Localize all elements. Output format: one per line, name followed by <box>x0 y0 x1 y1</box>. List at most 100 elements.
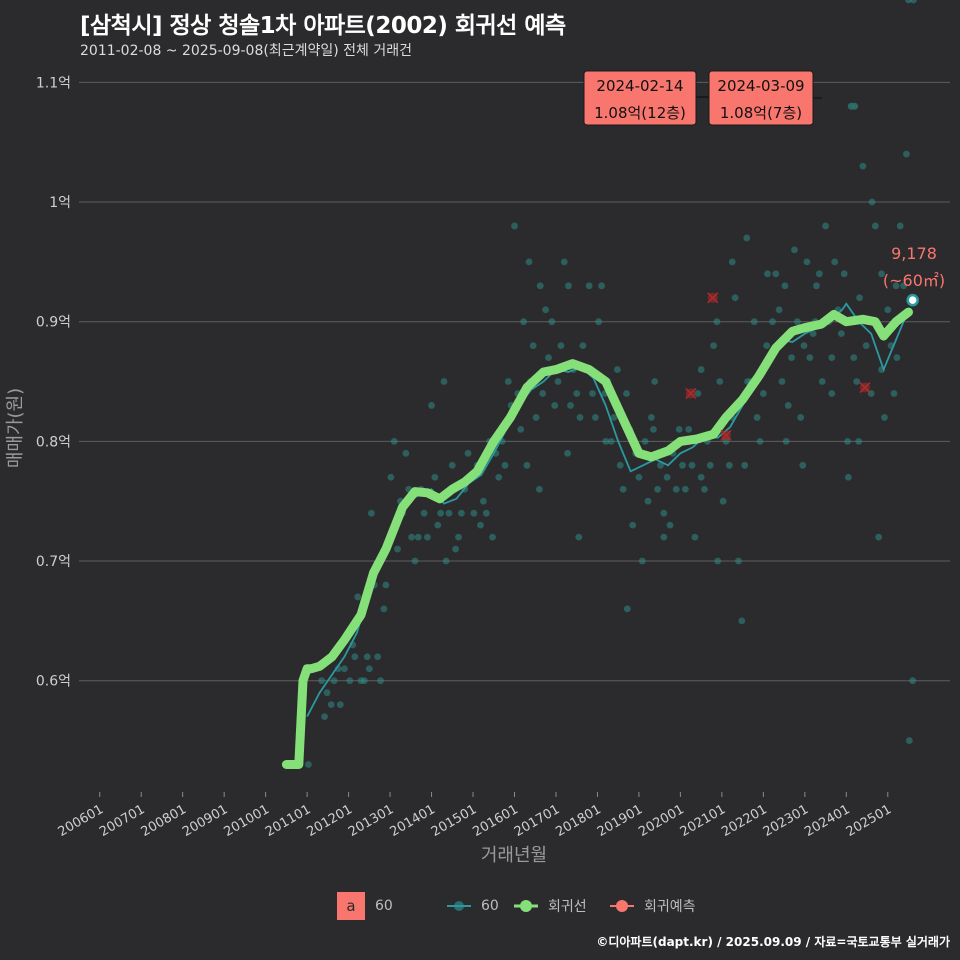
annotation-value: 1.08억(12층) <box>594 104 686 122</box>
transaction-point <box>613 366 621 373</box>
transaction-point <box>862 342 870 350</box>
x-tick-label: 202101 <box>678 802 728 840</box>
transaction-point <box>529 342 537 350</box>
transaction-point <box>716 378 724 385</box>
transaction-point <box>535 485 543 493</box>
transaction-point <box>831 258 839 266</box>
y-axis-label: 매매가(원) <box>5 388 26 468</box>
transaction-point <box>800 342 808 350</box>
x-tick-label: 201001 <box>222 802 272 840</box>
transaction-point <box>442 557 450 565</box>
transaction-point <box>607 437 615 445</box>
transaction-point <box>660 509 668 517</box>
transaction-point <box>738 617 746 625</box>
annotation-value: 1.08억(7층) <box>720 104 802 122</box>
transaction-point <box>753 414 761 421</box>
prediction-cross <box>685 387 697 400</box>
transaction-point <box>728 258 736 266</box>
transaction-point <box>782 437 790 445</box>
transaction-point <box>855 437 863 445</box>
transaction-point <box>542 306 550 314</box>
transaction-point <box>884 306 892 314</box>
highlight-points <box>847 102 859 110</box>
x-tick-label: 201201 <box>305 802 355 840</box>
transaction-point <box>554 378 562 385</box>
transaction-point <box>654 485 661 493</box>
transaction-point <box>517 425 525 433</box>
annotation-labels: 2024-02-14 1.08억(12층) 2024-03-09 1.08억(7층) <box>583 70 822 126</box>
transaction-point <box>377 677 384 685</box>
transaction-point <box>477 521 484 529</box>
transaction-point <box>840 270 848 278</box>
transaction-point <box>799 461 807 469</box>
transaction-point <box>741 461 749 469</box>
transaction-point <box>803 258 811 266</box>
transaction-point <box>735 557 742 565</box>
transaction-point <box>424 533 431 541</box>
transaction-point <box>644 497 652 505</box>
latest-area-label: (~60㎡) <box>883 271 945 290</box>
transaction-point <box>470 509 478 517</box>
x-tick-label: 200901 <box>180 802 230 840</box>
x-tick-label: 202301 <box>761 802 811 840</box>
transaction-point <box>323 689 331 697</box>
transaction-point <box>909 677 917 685</box>
transaction-point <box>910 0 917 4</box>
legend-box: a <box>337 892 365 920</box>
transaction-point <box>750 318 758 326</box>
transaction-point <box>431 473 439 481</box>
transaction-point <box>402 449 410 457</box>
transaction-point <box>890 390 898 397</box>
chart-subtitle: 2011-02-08 ~ 2025-09-08(최근계약일) 전체 거래건 <box>80 43 412 59</box>
transaction-point <box>629 521 637 529</box>
legend-swatch-regression-icon <box>514 900 538 912</box>
x-tick-label: 201301 <box>346 802 396 840</box>
transaction-point <box>455 533 462 541</box>
annotation-box <box>708 70 814 126</box>
legend-swatch-prediction-icon <box>610 900 634 912</box>
annotation-date: 2024-03-09 <box>717 77 804 95</box>
transaction-point <box>853 378 861 385</box>
transaction-point <box>380 605 388 613</box>
legend-box-label: 60 <box>375 898 393 914</box>
transaction-point <box>360 677 368 685</box>
transaction-point <box>602 437 610 445</box>
annotation-date: 2024-02-14 <box>596 77 683 95</box>
transaction-point <box>731 294 739 302</box>
transaction-point <box>327 701 335 709</box>
transaction-point <box>647 414 655 421</box>
transaction-point <box>756 437 764 445</box>
transaction-point <box>903 150 910 158</box>
transaction-point <box>374 653 382 661</box>
x-tick-label: 201101 <box>263 802 313 840</box>
transaction-point <box>710 342 717 350</box>
transaction-point <box>428 402 435 409</box>
transaction-point <box>679 461 686 469</box>
prediction-cross <box>720 429 732 441</box>
transaction-point <box>341 665 348 673</box>
latest-value: 9,178 (~60㎡) <box>883 244 945 307</box>
transaction-point <box>623 605 631 613</box>
transaction-point <box>791 246 798 254</box>
x-tick-labels: 2006012007012008012009012010012011012012… <box>56 792 894 840</box>
transaction-point <box>892 282 900 290</box>
transaction-point <box>523 461 531 469</box>
transaction-point <box>585 282 593 290</box>
transaction-point <box>591 414 599 421</box>
latest-point <box>906 293 919 307</box>
transaction-point <box>719 497 727 505</box>
transaction-point <box>788 354 795 361</box>
transaction-point <box>501 461 509 469</box>
transaction-point <box>504 378 512 385</box>
transaction-point <box>675 425 683 433</box>
transaction-point <box>764 270 771 278</box>
transaction-point <box>763 342 771 350</box>
transaction-point <box>769 318 776 326</box>
legend-label-60: 60 <box>481 898 499 914</box>
transaction-point <box>809 330 817 338</box>
transaction-point <box>368 509 375 517</box>
prediction-cross <box>859 381 871 394</box>
transaction-point <box>576 414 584 421</box>
transaction-point <box>589 390 596 397</box>
transaction-point <box>560 258 568 266</box>
